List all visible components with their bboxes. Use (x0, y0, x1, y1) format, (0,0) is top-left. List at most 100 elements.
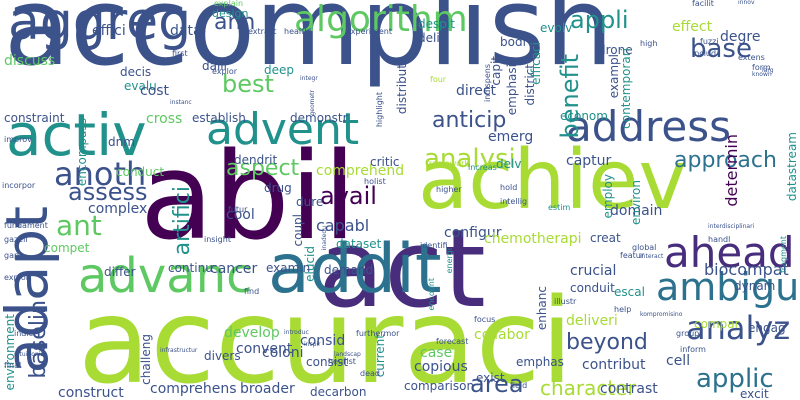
cloud-word-effici: effici (92, 23, 126, 39)
cloud-word-identifi: identifi (420, 241, 448, 250)
cloud-word-incorpor: incorpor (2, 181, 36, 190)
cloud-word-captur: captur (566, 153, 612, 169)
cloud-word-fuzzi: fuzzi (700, 37, 719, 46)
cloud-word-divers: divers (204, 349, 241, 363)
cloud-word-data: data (170, 23, 202, 39)
cloud-word-develop: develop (224, 325, 280, 341)
cloud-word-copious: copious (414, 359, 468, 375)
cloud-word-advent: advent (206, 104, 360, 155)
cloud-word-anticip: anticip (432, 108, 507, 133)
cloud-word-abil: abil (140, 128, 357, 267)
cloud-word-dead: dead (360, 369, 380, 378)
cloud-word-inspir: inspir (304, 341, 321, 348)
cloud-word-challeng: challeng (139, 334, 153, 385)
cloud-word-algorithm: algorithm (294, 0, 468, 40)
cloud-word-comprehend: comprehend (316, 163, 405, 179)
cloud-word-drug: drug (264, 181, 292, 195)
cloud-word-continu: continu (168, 261, 213, 275)
cloud-word-applic: applic (696, 364, 774, 394)
cloud-word-contemporari: contemporari (619, 48, 633, 129)
cloud-word-area: area (470, 370, 524, 398)
cloud-word-best: best (222, 70, 274, 98)
cloud-word-framework: framework (426, 159, 470, 168)
cloud-word-emphasi: emphasi (505, 64, 519, 116)
cloud-word-indic: indic (14, 329, 33, 338)
cloud-word-furthermor: furthermor (356, 329, 400, 338)
cloud-word-despit: despit (418, 17, 455, 31)
cloud-word-healthi: healthi (284, 27, 312, 36)
cloud-word-dure: dure (296, 195, 324, 209)
cloud-word-bodi: bodi (500, 35, 526, 49)
cloud-word-evolv: evolv (540, 21, 573, 35)
cloud-word-employ: employ (601, 174, 615, 219)
cloud-word-ambigu: ambigu (656, 265, 800, 309)
cloud-word-extens: extens (738, 53, 765, 62)
cloud-word-improv: improv (4, 135, 32, 144)
cloud-word-critic: critic (370, 155, 400, 169)
cloud-word-dendrit: dendrit (234, 153, 278, 167)
cloud-word-accomplish: accomplish (4, 0, 614, 90)
cloud-word-deep: deep (264, 63, 294, 77)
cloud-word-landscap: landscap (334, 351, 361, 358)
cloud-word-inform: inform (680, 345, 706, 354)
cloud-word-biocompat: biocompat (704, 260, 789, 279)
cloud-word-first: first (172, 49, 188, 58)
cloud-word-compet: compet (44, 241, 90, 255)
cloud-word-cell: cell (666, 353, 691, 369)
cloud-word-introduc: introduc (284, 329, 309, 336)
cloud-word-extract: extract (248, 27, 277, 36)
cloud-word-environ: environ (629, 180, 643, 226)
cloud-word-global: global (632, 243, 657, 252)
cloud-word-dataset: dataset (336, 237, 382, 251)
cloud-word-engag: engag (748, 321, 786, 335)
cloud-word-construct: construct (58, 385, 124, 400)
cloud-word-contrast: contrast (600, 381, 658, 397)
cloud-word-degre: degre (720, 29, 761, 45)
cloud-word-creat: creat (590, 231, 621, 245)
cloud-word-futur: futur (228, 205, 248, 214)
cloud-word-excit: excit (740, 387, 769, 400)
cloud-word-field: field (510, 381, 528, 390)
cloud-word-comparison: comparison (404, 379, 475, 393)
cloud-word-inadequ: inadequ (321, 226, 328, 251)
cloud-word-forecast: forecast (436, 337, 469, 346)
cloud-word-differ: differ (104, 265, 136, 279)
cloud-word-effect: effect (672, 19, 713, 35)
cloud-word-four: four (430, 75, 447, 84)
cloud-word-instanc: instanc (170, 99, 192, 106)
cloud-word-constraint: constraint (4, 111, 65, 125)
cloud-word-direct: direct (456, 83, 497, 99)
cloud-word-encount: encount (427, 278, 436, 311)
cloud-word-experiment: experiment (346, 27, 392, 36)
cloud-word-compar: compar (694, 317, 740, 331)
cloud-word-high: high (640, 39, 658, 48)
cloud-word-broader: broader (240, 381, 295, 397)
cloud-word-artifici: artifici (170, 186, 195, 256)
cloud-word-aspect: aspect (226, 156, 300, 181)
cloud-word-exploit: exploit (4, 273, 32, 282)
cloud-word-holist: holist (364, 177, 386, 186)
cloud-word-dynam: dynam (734, 279, 776, 293)
cloud-word-kompromisino: kompromisino (640, 311, 683, 318)
cloud-word-coloni: coloni (262, 345, 304, 361)
cloud-word-aggreg: aggreg (8, 0, 192, 52)
cloud-word-daili: daili (202, 59, 227, 73)
cloud-word-accuraci: accuraci (78, 272, 574, 400)
cloud-word-energi: energi (445, 248, 454, 274)
cloud-word-ant: ant (56, 209, 102, 242)
cloud-word-cost: cost (140, 83, 170, 99)
cloud-word-intellig: intellig (500, 197, 528, 206)
cloud-word-determin: determin (722, 134, 741, 207)
cloud-word-deliv: deliv (418, 31, 447, 45)
cloud-word-establish: establish (192, 111, 246, 125)
cloud-word-addit: addit (268, 230, 442, 309)
cloud-word-intuitionist: intuitionist (14, 351, 46, 358)
cloud-word-datastream: datastream (785, 132, 799, 202)
cloud-word-convent: convent (236, 341, 293, 357)
cloud-word-explain: explain (214, 0, 244, 8)
cloud-word-achiev: achiev (418, 133, 688, 228)
cloud-word-avail: avail (320, 182, 377, 210)
cloud-word-distribut: distribut (395, 64, 409, 115)
cloud-word-analysi: analysi (424, 144, 516, 174)
cloud-word-benefit: benefit (556, 54, 584, 139)
